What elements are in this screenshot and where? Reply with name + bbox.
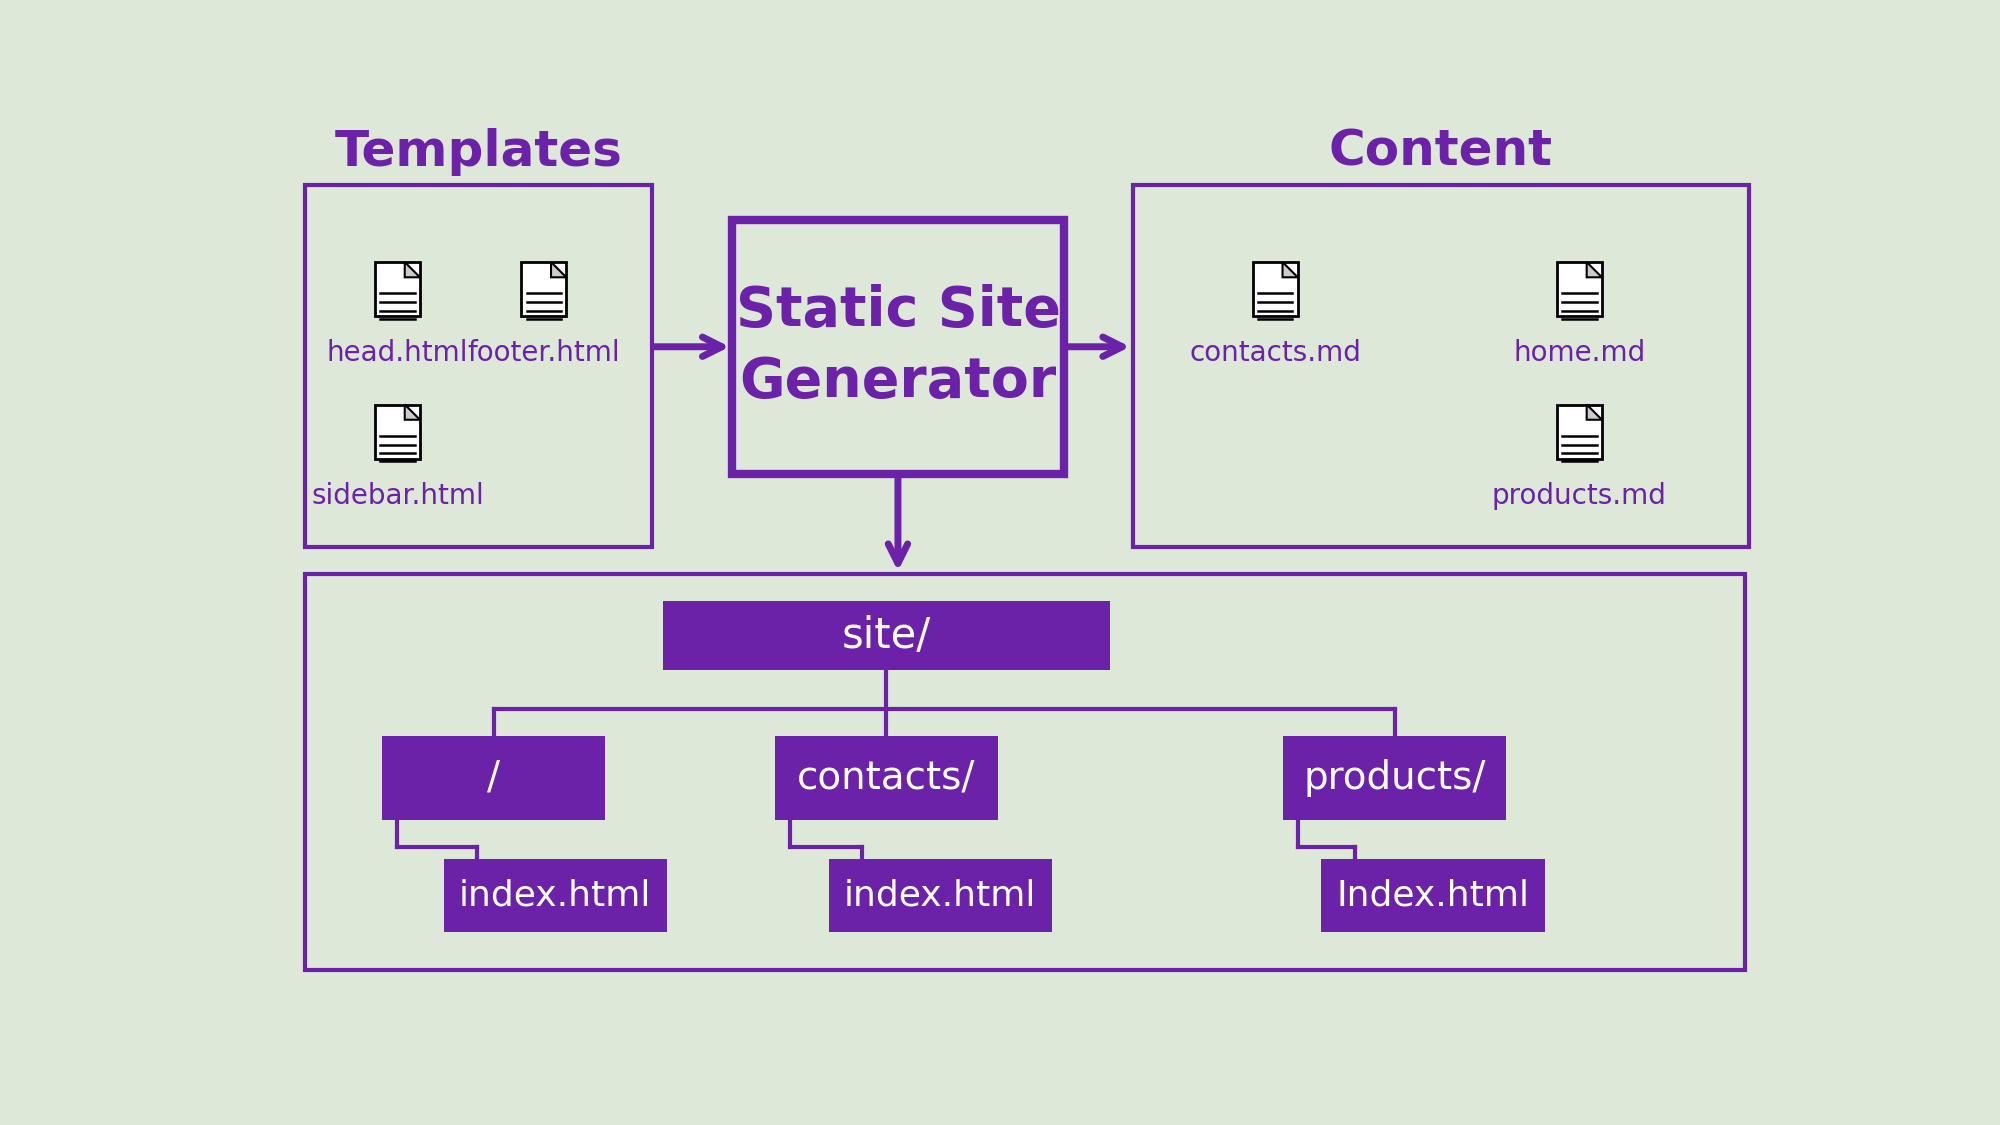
FancyBboxPatch shape [1132,184,1748,547]
Polygon shape [552,262,566,277]
Text: index.html: index.html [460,879,652,912]
Text: footer.html: footer.html [468,339,620,367]
FancyBboxPatch shape [1282,736,1506,820]
Text: Static Site
Generator: Static Site Generator [736,285,1060,410]
FancyBboxPatch shape [1556,262,1602,316]
Text: contacts/: contacts/ [798,759,976,796]
Text: site/: site/ [842,614,932,657]
Text: /: / [488,759,500,796]
Polygon shape [404,405,420,420]
Text: Content: Content [1328,128,1552,176]
FancyBboxPatch shape [1322,858,1544,932]
FancyBboxPatch shape [732,219,1064,474]
FancyBboxPatch shape [374,405,420,459]
FancyBboxPatch shape [522,262,566,316]
FancyBboxPatch shape [664,601,1110,670]
FancyBboxPatch shape [374,262,420,316]
Text: products/: products/ [1304,759,1486,796]
FancyBboxPatch shape [774,736,998,820]
Text: products.md: products.md [1492,482,1666,510]
FancyBboxPatch shape [306,574,1744,971]
Text: home.md: home.md [1514,339,1646,367]
Text: index.html: index.html [844,879,1036,912]
Text: contacts.md: contacts.md [1190,339,1362,367]
FancyBboxPatch shape [1556,405,1602,459]
Polygon shape [1282,262,1298,277]
FancyBboxPatch shape [382,736,606,820]
Text: Index.html: Index.html [1336,879,1530,912]
FancyBboxPatch shape [306,184,652,547]
Text: head.html: head.html [326,339,468,367]
Text: sidebar.html: sidebar.html [312,482,484,510]
Polygon shape [1586,262,1602,277]
Polygon shape [404,262,420,277]
FancyBboxPatch shape [828,858,1052,932]
FancyBboxPatch shape [444,858,666,932]
Polygon shape [1586,405,1602,420]
Text: Templates: Templates [334,128,622,176]
FancyBboxPatch shape [1252,262,1298,316]
